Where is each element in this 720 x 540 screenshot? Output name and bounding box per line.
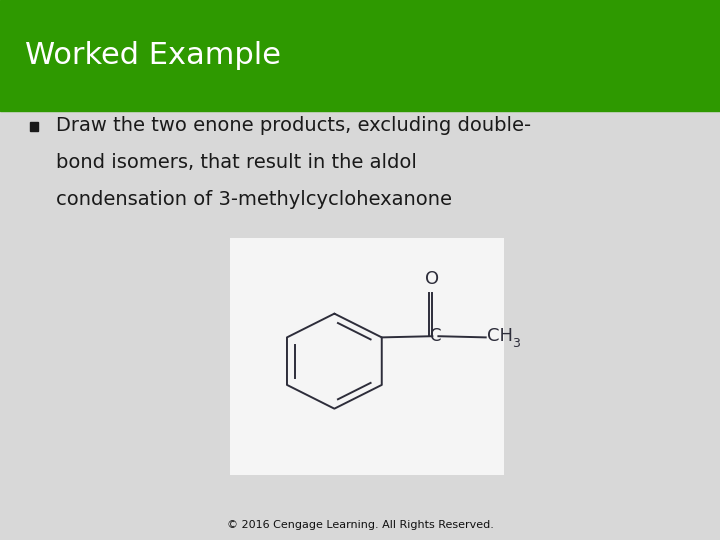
Bar bbox=[30, 122, 38, 131]
Text: Draw the two enone products, excluding double-: Draw the two enone products, excluding d… bbox=[56, 116, 531, 135]
Bar bbox=[0, 0, 720, 111]
Text: CH: CH bbox=[487, 327, 513, 345]
Text: bond isomers, that result in the aldol: bond isomers, that result in the aldol bbox=[56, 153, 417, 172]
Text: O: O bbox=[426, 270, 439, 288]
Text: C: C bbox=[429, 327, 441, 345]
Bar bbox=[230, 238, 504, 475]
Text: condensation of 3-methylcyclohexanone: condensation of 3-methylcyclohexanone bbox=[56, 190, 452, 208]
Text: Worked Example: Worked Example bbox=[25, 41, 282, 70]
Text: 3: 3 bbox=[512, 337, 520, 350]
Text: © 2016 Cengage Learning. All Rights Reserved.: © 2016 Cengage Learning. All Rights Rese… bbox=[227, 520, 493, 530]
